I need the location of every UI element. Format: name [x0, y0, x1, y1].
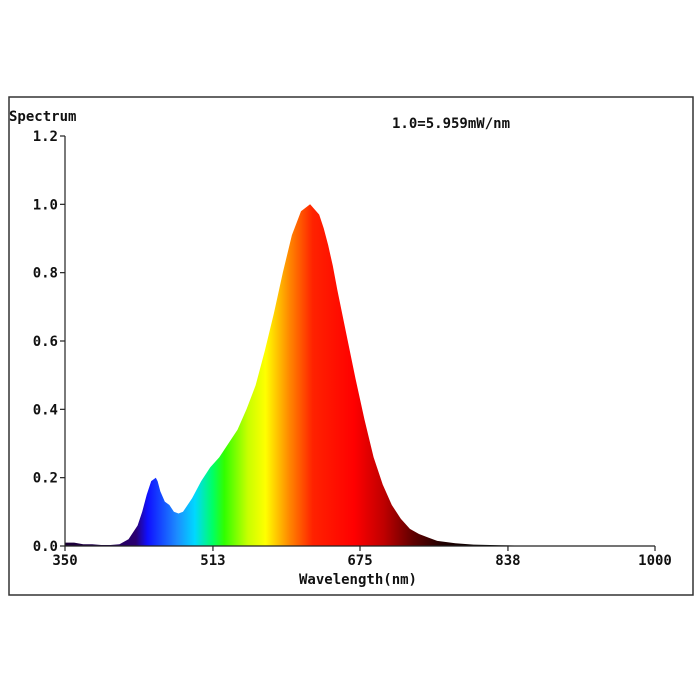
x-tick-label: 513 [200, 553, 225, 569]
y-tick-label: 0.6 [33, 334, 58, 350]
y-tick-group: 0.0 0.2 0.4 0.6 0.8 1.0 1.2 [33, 129, 65, 555]
spectrum-area [65, 204, 655, 547]
x-tick-group: 350 513 675 838 1000 [52, 546, 672, 569]
chart-frame [8, 96, 694, 596]
x-tick-label: 1000 [638, 553, 672, 569]
y-tick-label: 1.2 [33, 129, 58, 145]
x-tick-label: 675 [347, 553, 372, 569]
y-tick-label: 0.4 [33, 402, 58, 418]
y-tick-label: 0.0 [33, 539, 58, 555]
y-tick-label: 0.2 [33, 471, 58, 487]
y-tick-label: 0.8 [33, 266, 58, 282]
scale-annotation: 1.0=5.959mW/nm [392, 116, 510, 132]
y-tick-label: 1.0 [33, 197, 58, 213]
x-axis-label: Wavelength(nm) [299, 572, 417, 588]
x-tick-label: 838 [495, 553, 520, 569]
chart-title: Spectrum [9, 109, 76, 125]
x-tick-label: 350 [52, 553, 77, 569]
